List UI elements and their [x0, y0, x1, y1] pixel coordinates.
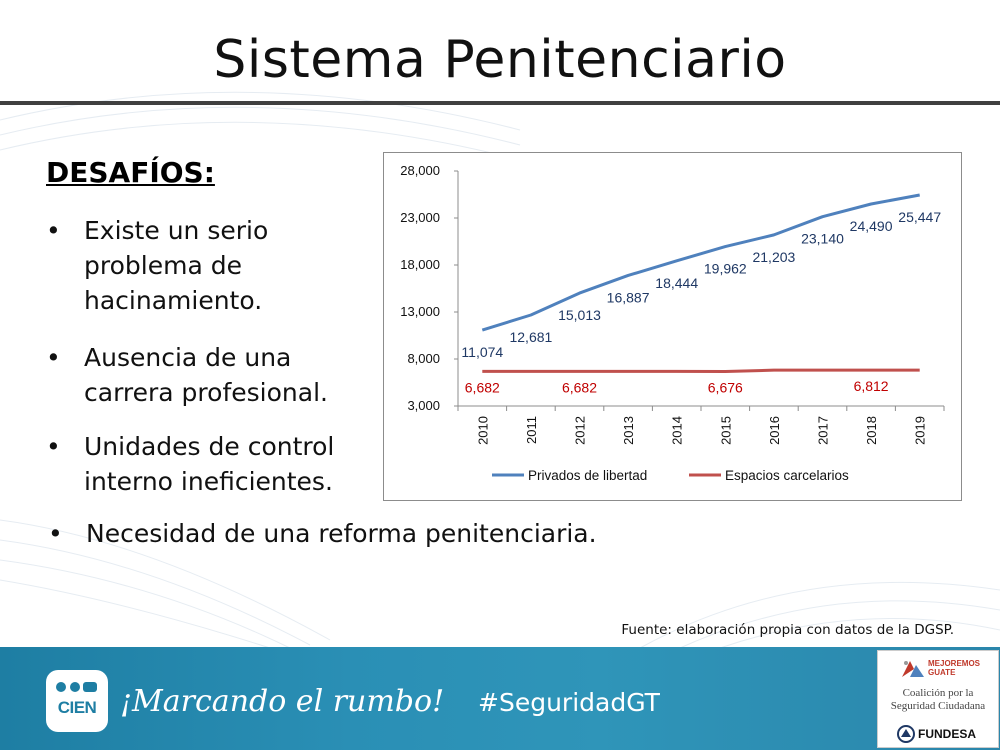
coalicion-logo: MEJOREMOS GUATE Coalición por la Segurid…: [877, 650, 999, 748]
x-tick-label: 2011: [524, 416, 539, 444]
bullet-item-1: • Existe un serio problema de hacinamien…: [46, 213, 269, 318]
bullet-item-3: • Unidades de control interno ineficient…: [46, 429, 335, 499]
cien-logo: CIEN: [46, 670, 108, 732]
data-label: 18,444: [655, 275, 698, 291]
y-tick-label: 23,000: [400, 210, 440, 225]
x-tick-label: 2010: [475, 416, 490, 445]
logo-mark-icon: [56, 682, 97, 692]
bullet-line: carrera profesional.: [84, 378, 328, 407]
data-label: 6,682: [562, 379, 597, 395]
x-tick-label: 2014: [670, 416, 685, 445]
x-tick-label: 2015: [718, 416, 733, 445]
bullet-line: Ausencia de una: [84, 343, 292, 372]
legend-label-1: Privados de libertad: [528, 468, 647, 483]
x-tick-label: 2017: [816, 416, 831, 445]
data-label: 16,887: [607, 289, 650, 305]
data-label: 6,682: [465, 379, 500, 395]
data-label: 6,676: [708, 379, 743, 395]
data-label: 23,140: [801, 231, 844, 247]
partner-name-line: Seguridad Ciudadana: [890, 700, 986, 712]
data-label: 6,812: [854, 378, 889, 394]
bullet-line: hacinamiento.: [84, 286, 263, 315]
data-label: 19,962: [704, 261, 747, 277]
series-line-2: [482, 368, 920, 373]
data-label: 21,203: [752, 249, 795, 265]
x-tick-label: 2013: [621, 416, 636, 445]
partner-top-text: MEJOREMOS GUATE: [928, 659, 981, 677]
partner-name: Coalición por la Seguridad Ciudadana: [882, 687, 994, 713]
partner-name-line: Coalición por la: [902, 687, 974, 699]
tagline: ¡Marcando el rumbo!: [120, 684, 445, 719]
data-label: 15,013: [558, 307, 601, 323]
data-label: 25,447: [898, 209, 941, 225]
bullet-item-2: • Ausencia de una carrera profesional.: [46, 340, 328, 410]
y-tick-label: 8,000: [407, 351, 440, 366]
data-label: 11,074: [461, 344, 503, 360]
page-title: Sistema Penitenciario: [213, 30, 787, 90]
y-tick-label: 18,000: [400, 257, 440, 272]
x-tick-label: 2018: [864, 416, 879, 445]
y-tick-label: 3,000: [407, 398, 440, 413]
fundesa-icon: [897, 725, 915, 743]
source-note: Fuente: elaboración propia con datos de …: [621, 622, 954, 638]
bullet-line: Unidades de control: [84, 432, 335, 461]
legend-label-2: Espacios carcelarios: [725, 468, 849, 483]
chart-panel: 3,000 8,000 13,000 18,000 23,000 28,000 2010 20…: [383, 152, 962, 501]
bullet-line: Necesidad de una reforma penitenciaria.: [86, 519, 597, 548]
partner-bottom-text: FUNDESA: [918, 727, 977, 741]
footer-bar: [0, 647, 1000, 750]
bullet-line: problema de: [84, 251, 242, 280]
logo-text: CIEN: [57, 698, 97, 717]
bullet-line: interno ineficientes.: [84, 467, 333, 496]
bullet-dot: •: [48, 519, 63, 548]
x-tick-label: 2016: [767, 416, 782, 445]
x-tick-label: 2019: [913, 416, 928, 445]
section-heading: DESAFÍOS:: [46, 156, 215, 189]
series-line-1: [481, 193, 920, 332]
bullet-dot: •: [46, 343, 61, 372]
data-label: 12,681: [509, 329, 552, 345]
line-chart: 3,000 8,000 13,000 18,000 23,000 28,000 2010 20…: [400, 163, 945, 483]
x-tick-label: 2012: [573, 416, 588, 445]
hashtag: #SeguridadGT: [478, 688, 660, 717]
title-divider: [0, 101, 1000, 105]
bullet-dot: •: [46, 216, 61, 245]
y-tick-label: 28,000: [400, 163, 440, 178]
mejoremos-guate-icon: [902, 661, 924, 677]
data-label: 24,490: [850, 218, 893, 234]
bullet-line: Existe un serio: [84, 216, 269, 245]
bullet-item-4: • Necesidad de una reforma penitenciaria…: [48, 516, 597, 551]
y-tick-label: 13,000: [400, 304, 440, 319]
bullet-dot: •: [46, 432, 61, 461]
